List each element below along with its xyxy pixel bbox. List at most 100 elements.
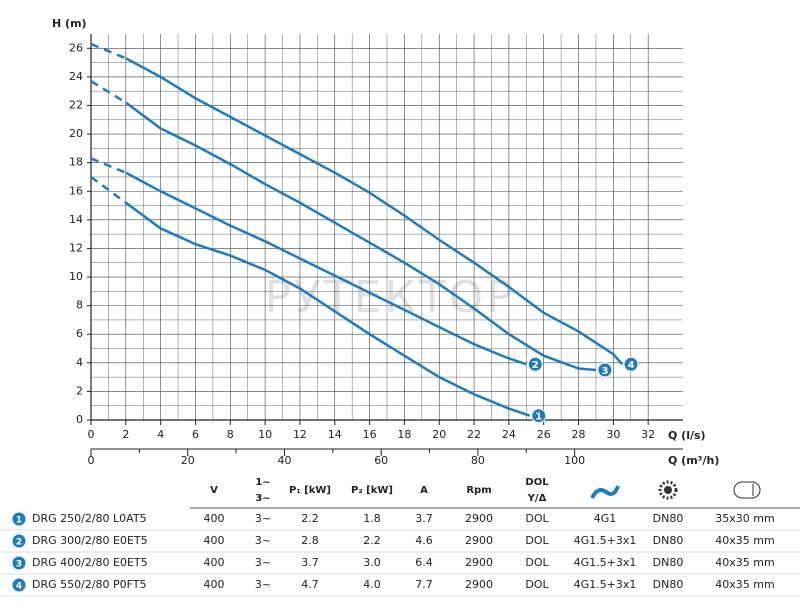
curve-dashed-start [90,175,127,204]
row-marker [12,512,26,526]
x-tick-label: 22 [467,428,481,441]
y-tick-label: 24 [69,70,83,83]
model-name: DRG 300/2/80 E0ET5 [32,534,148,547]
curve-dashed-start [90,80,127,104]
table-cell: 2.2 [301,512,319,525]
table-cell: 4G1.5+3x1 [574,578,637,591]
table-cell: 3.7 [301,556,319,569]
table-header: P₂ [kW] [351,485,393,496]
table-cell: 4G1.5+3x1 [574,556,637,569]
table-cell: 40x35 mm [715,578,774,591]
y-tick-label: 0 [76,413,83,426]
x-tick-label: 16 [363,428,377,441]
x-tick-label: 10 [258,428,272,441]
x-tick-label: 6 [192,428,199,441]
x-tick-label: 12 [293,428,307,441]
table-cell: DN80 [653,512,684,525]
y-tick-label: 20 [69,127,83,140]
dimension-icon [733,481,761,499]
x2-tick-label: 60 [374,454,388,467]
y-axis-label: H (m) [52,17,87,30]
curve-marker-label: 2 [532,360,539,371]
row-marker-label: 2 [16,538,22,548]
curve [125,171,527,366]
x-tick-label: 14 [328,428,342,441]
curve [125,57,624,366]
table-cell: 2900 [465,534,493,547]
curve-marker-label: 1 [535,412,542,423]
x-tick-label: 24 [502,428,516,441]
x-tick-label: 32 [641,428,655,441]
table-header: Rpm [466,485,491,496]
x-tick-label: 30 [606,428,620,441]
table-header: 3~ [255,493,270,504]
curve-dashed-start [90,42,127,60]
table-cell: 3.7 [415,512,433,525]
curve-marker [623,356,639,372]
flange-icon-core [664,486,672,494]
row-marker [12,578,26,592]
table-cell: 2.2 [363,534,381,547]
model-name: DRG 400/2/80 E0ET5 [32,556,148,569]
table-cell: 40x35 mm [715,556,774,569]
table-cell: DN80 [653,556,684,569]
cable-icon [590,485,620,499]
x2-tick-label: 100 [564,454,585,467]
table-cell: 3~ [255,534,271,547]
x2-tick-label: 0 [88,454,95,467]
table-cell: 4.0 [363,578,381,591]
table-header: V [210,485,218,496]
table-cell: 3~ [255,556,271,569]
curve [125,101,597,372]
table-cell: 1.8 [363,512,381,525]
table-cell: 40x35 mm [715,534,774,547]
x-tick-label: 20 [432,428,446,441]
table-cell: 3~ [255,512,271,525]
y-tick-label: 10 [69,270,83,283]
table-header: P₁ [kW] [289,485,331,496]
table-cell: DOL [525,534,549,547]
row-marker-label: 1 [16,516,22,526]
table-cell: 4.7 [301,578,319,591]
table-cell: DOL [525,512,549,525]
y-tick-label: 6 [76,327,83,340]
table-cell: 2900 [465,556,493,569]
y-tick-label: 14 [69,213,83,226]
table-cell: 400 [204,556,225,569]
x-tick-label: 28 [572,428,586,441]
table-cell: 7.7 [415,578,433,591]
x-axis-label: Q (l/s) [668,429,706,442]
table-cell: DOL [525,556,549,569]
table-header: A [420,485,428,496]
row-marker-label: 3 [16,560,22,570]
table-cell: 35x30 mm [715,512,774,525]
table-cell: 2900 [465,512,493,525]
y-tick-label: 4 [76,356,83,369]
x-tick-label: 4 [157,428,164,441]
curve-marker-label: 3 [601,366,608,377]
curve-marker [531,408,547,424]
table-cell: 2.8 [301,534,319,547]
watermark: РУТЕКТОР [264,272,515,323]
table-cell: 3.0 [363,556,381,569]
table-cell: 4.6 [415,534,433,547]
y-tick-label: 26 [69,41,83,54]
table-cell: DN80 [653,578,684,591]
x2-axis-label: Q (m³/h) [668,454,719,467]
flange-icon [658,480,678,500]
y-tick-label: 8 [76,299,83,312]
y-tick-label: 16 [69,184,83,197]
curve-marker [527,356,543,372]
x-tick-label: 8 [227,428,234,441]
y-tick-label: 22 [69,98,83,111]
row-marker [12,534,26,548]
x2-tick-label: 20 [181,454,195,467]
x-tick-label: 18 [397,428,411,441]
curve-dashed-start [90,157,127,174]
y-tick-label: 2 [76,384,83,397]
table-cell: DOL [525,578,549,591]
curve [125,201,531,417]
x-tick-label: 0 [88,428,95,441]
x2-tick-label: 80 [471,454,485,467]
